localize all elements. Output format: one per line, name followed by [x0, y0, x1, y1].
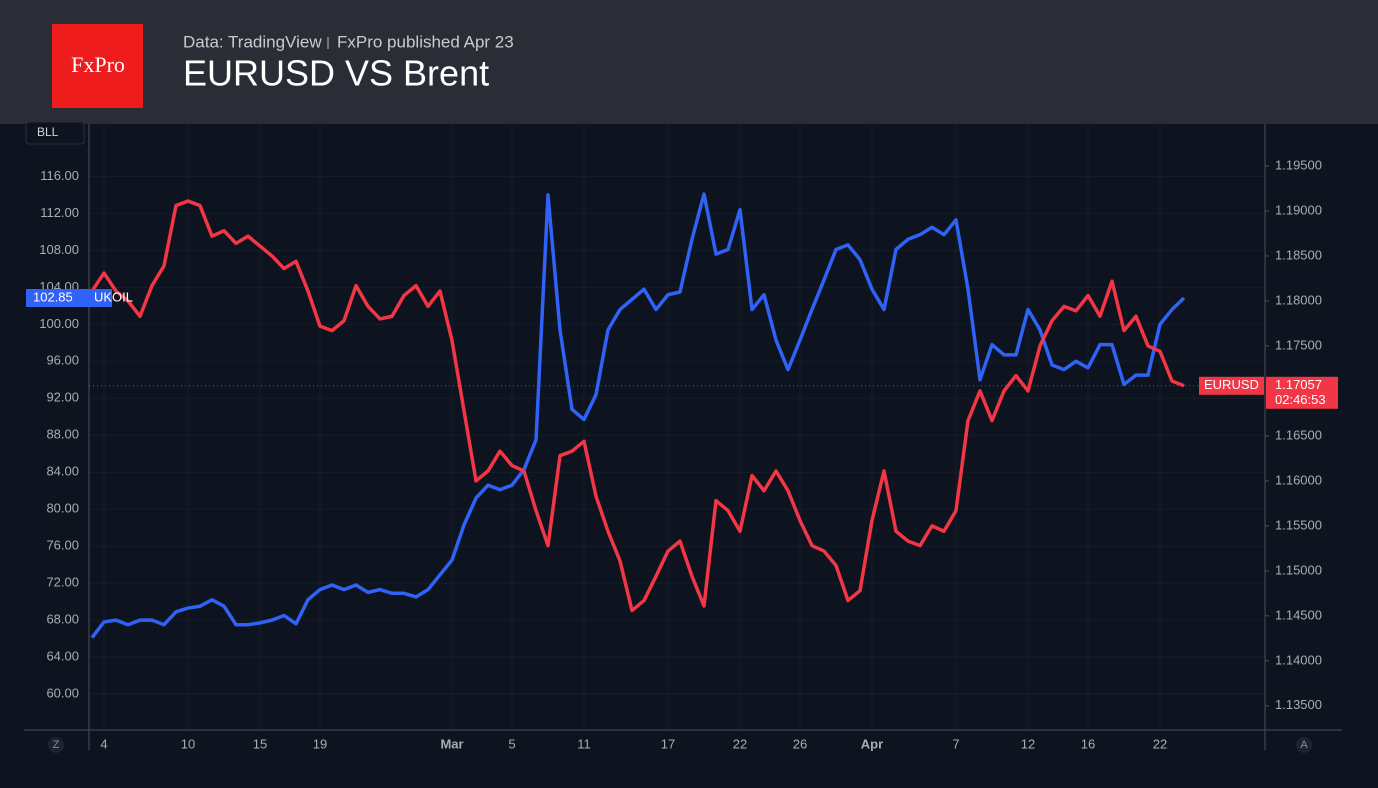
- series-line: [90, 192, 1186, 639]
- scale-label: BLL: [37, 125, 59, 139]
- y2-tick-label: 1.16500: [1275, 427, 1322, 442]
- y-tick-label: 112.00: [40, 205, 79, 220]
- y2-tick-label: 1.18500: [1275, 247, 1322, 262]
- y2-tick-label: 1.16000: [1275, 472, 1322, 487]
- y-tick-label: 96.00: [46, 353, 79, 368]
- y-tick-label: 72.00: [46, 575, 79, 590]
- y2-tick-label: 1.14500: [1275, 607, 1322, 622]
- chart-title: EURUSD VS Brent: [183, 53, 489, 94]
- y2-tick-label: 1.15500: [1275, 517, 1322, 532]
- x-tick-label: Mar: [440, 736, 463, 751]
- y2-tick-label: 1.18000: [1275, 292, 1322, 307]
- x-tick-label: 5: [508, 736, 515, 751]
- y2-tick-label: 1.13500: [1275, 697, 1322, 712]
- y2-tick-label: 1.19500: [1275, 157, 1322, 172]
- series-name: EURUSD: [1204, 377, 1259, 392]
- x-tick-label: 16: [1081, 736, 1095, 751]
- x-tick-label: Apr: [861, 736, 883, 751]
- y2-tick-label: 1.17500: [1275, 337, 1322, 352]
- x-tick-label: 12: [1021, 736, 1035, 751]
- y-tick-label: 60.00: [46, 685, 79, 700]
- y-tick-label: 92.00: [46, 390, 79, 405]
- subtitle-source: Data: TradingView: [183, 32, 322, 51]
- series-line: [90, 199, 1185, 613]
- plot: [89, 192, 1265, 639]
- series-name: UKOIL: [94, 289, 133, 304]
- last-value: 102.85: [33, 289, 73, 304]
- z-label: Z: [53, 739, 60, 751]
- x-tick-label: 7: [952, 736, 959, 751]
- z-button[interactable]: [48, 737, 64, 753]
- x-tick-label: 4: [100, 736, 107, 751]
- y-tick-label: 88.00: [46, 427, 79, 442]
- y2-tick-label: 1.14000: [1275, 652, 1322, 667]
- subtitle-published: FxPro published Apr 23: [337, 32, 514, 51]
- y-tick-label: 84.00: [46, 464, 79, 479]
- x-tick-label: 15: [253, 736, 267, 751]
- y-tick-label: 108.00: [39, 242, 79, 257]
- last-value-badge: [1266, 376, 1338, 409]
- scale-button[interactable]: [25, 121, 85, 145]
- y2-tick-label: 1.15000: [1275, 562, 1322, 577]
- logo: FxPro: [71, 52, 125, 77]
- series-name-badge: [1199, 376, 1264, 395]
- grid: [89, 124, 1265, 730]
- last-value-badge: [26, 288, 112, 307]
- logo-box: [52, 24, 143, 108]
- a-label: A: [1300, 739, 1308, 751]
- y-tick-label: 68.00: [46, 612, 79, 627]
- x-tick-label: 11: [577, 736, 591, 751]
- x-tick-label: 26: [793, 736, 807, 751]
- a-button[interactable]: [1296, 737, 1312, 753]
- y-tick-label: 80.00: [46, 501, 79, 516]
- y-tick-label: 64.00: [46, 648, 79, 663]
- last-value: 1.17057: [1275, 377, 1322, 392]
- x-tick-label: 19: [313, 736, 327, 751]
- x-tick-label: 10: [181, 736, 195, 751]
- y-tick-label: 100.00: [39, 316, 79, 331]
- y-tick-label: 116.00: [40, 168, 79, 183]
- y-tick-label: 76.00: [46, 538, 79, 553]
- countdown: 02:46:53: [1275, 392, 1326, 407]
- x-tick-label: 22: [733, 736, 747, 751]
- header: [0, 0, 1378, 124]
- x-tick-label: 22: [1153, 736, 1167, 751]
- y2-tick-label: 1.19000: [1275, 202, 1322, 217]
- x-tick-label: 17: [661, 736, 675, 751]
